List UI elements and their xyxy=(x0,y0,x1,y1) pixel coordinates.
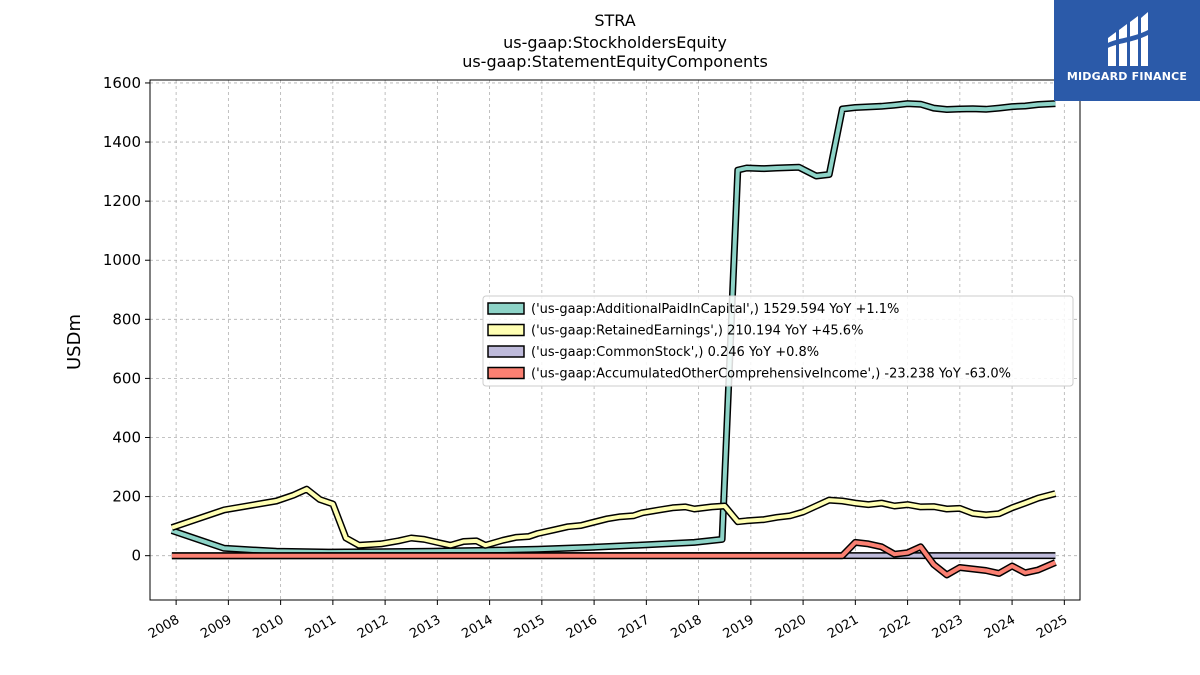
y-tick-label: 400 xyxy=(112,429,141,447)
x-tick-label: 2015 xyxy=(512,612,548,642)
y-tick-label: 1200 xyxy=(103,192,141,210)
plot-area xyxy=(170,100,1057,579)
y-tick-label: 0 xyxy=(131,547,141,565)
y-tick-label: 600 xyxy=(112,369,141,387)
legend-swatch xyxy=(487,323,525,337)
x-tick-label: 2012 xyxy=(355,612,391,642)
legend-swatch xyxy=(487,302,525,315)
x-tick-label: 2011 xyxy=(303,612,339,642)
logo-text: MIDGARD FINANCE xyxy=(1066,70,1188,83)
legend-box xyxy=(482,295,1074,387)
midgard-finance-logo: MIDGARD FINANCE xyxy=(1054,0,1200,101)
y-axis-label: USDm xyxy=(64,314,85,370)
legend-entry: ('us-gaap:CommonStock',) 0.246 YoY +0.8% xyxy=(531,345,819,360)
y-tick-label: 1000 xyxy=(103,251,141,269)
series-line-1 xyxy=(170,485,1057,549)
legend-entry: ('us-gaap:RetainedEarnings',) 210.194 Yo… xyxy=(531,324,863,339)
x-tick-label: 2021 xyxy=(825,612,861,642)
x-tick-label: 2019 xyxy=(721,612,757,642)
y-tick-label: 800 xyxy=(112,310,141,328)
y-tick-label: 1600 xyxy=(103,74,141,92)
x-tick-label: 2018 xyxy=(668,612,704,642)
x-tick-label: 2020 xyxy=(773,612,809,642)
chart-subtitle-2: us-gaap:StatementEquityComponents xyxy=(462,52,768,71)
legend-swatch xyxy=(487,366,525,380)
y-tick-label: 200 xyxy=(112,488,141,506)
legend-entry: ('us-gaap:AdditionalPaidInCapital',) 152… xyxy=(531,302,899,317)
x-tick-label: 2024 xyxy=(982,612,1018,642)
midgard-logo-mark-icon xyxy=(1106,12,1148,66)
x-tick-label: 2013 xyxy=(407,612,443,642)
x-tick-label: 2010 xyxy=(250,612,286,642)
x-tick-label: 2023 xyxy=(930,612,966,642)
x-tick-label: 2008 xyxy=(146,612,182,642)
legend-swatch xyxy=(487,345,525,358)
series-stroke xyxy=(171,101,1056,555)
x-tick-label: 2017 xyxy=(616,612,652,642)
series-stroke xyxy=(171,540,1057,577)
series-line-3 xyxy=(171,538,1057,579)
legend-entry: ('us-gaap:AccumulatedOtherComprehensiveI… xyxy=(531,367,1011,382)
x-tick-label: 2016 xyxy=(564,612,600,642)
series-line-0 xyxy=(170,100,1056,556)
y-tick-label: 1400 xyxy=(103,133,141,151)
x-tick-label: 2009 xyxy=(198,612,234,642)
x-tick-label: 2014 xyxy=(459,612,495,642)
plot-frame xyxy=(149,79,1081,601)
x-tick-label: 2025 xyxy=(1034,612,1070,642)
chart-title: STRA xyxy=(594,11,635,30)
chart-subtitle-1: us-gaap:StockholdersEquity xyxy=(503,33,727,52)
series-stroke xyxy=(171,487,1056,548)
x-tick-label: 2022 xyxy=(877,612,913,642)
legend: ('us-gaap:AdditionalPaidInCapital',) 152… xyxy=(482,295,1074,387)
